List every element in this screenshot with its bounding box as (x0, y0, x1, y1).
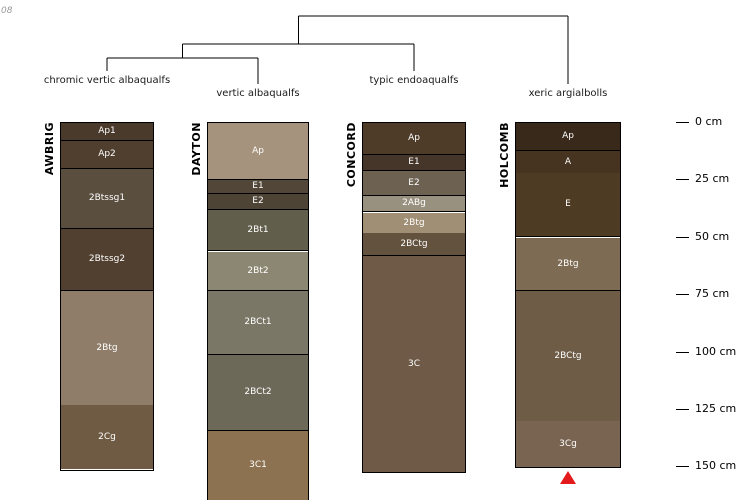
horizon-label: Ap (408, 133, 420, 143)
horizon: E (516, 173, 620, 237)
soil-column-holcomb: Ap A E 2Btg 2BCtg 3Cg (515, 122, 621, 468)
horizon-label: 2Cg (98, 431, 116, 442)
taxonomy-label-dayton: vertic albaqualfs (216, 88, 300, 99)
depth-tick (676, 237, 689, 238)
taxonomy-label-awbrig: chromic vertic albaqualfs (43, 75, 171, 86)
horizon-label: E (565, 199, 571, 209)
horizon-label: 2BCt1 (244, 317, 272, 327)
horizon: 2Btg (61, 291, 153, 406)
corner-timestamp-fragment: 08 (1, 6, 13, 16)
horizon-label: 2Btg (557, 258, 579, 269)
depth-tick (676, 466, 689, 467)
horizon-label: 3Cg (559, 438, 577, 449)
depth-tick (676, 294, 689, 295)
horizon: 2Bt1 (208, 210, 308, 251)
depth-tick-label: 50 cm (695, 230, 730, 243)
depth-tick (676, 179, 689, 180)
depth-tick (676, 352, 689, 353)
horizon-label: 2Btssg2 (88, 254, 126, 264)
horizon-label: 2Bt2 (247, 265, 269, 276)
horizon-label: Ap (252, 145, 264, 156)
depth-tick-label: 125 cm (695, 402, 737, 415)
horizon-label: Ap2 (98, 149, 116, 159)
horizon-label: 2Bt1 (247, 224, 269, 235)
horizon: E2 (208, 194, 308, 210)
depth-tick-label: 150 cm (695, 459, 737, 472)
horizon-label: 2Btg (403, 217, 425, 228)
profile-marker-triangle (560, 471, 576, 484)
horizon: Ap1 (61, 123, 153, 141)
horizon: 2BCt2 (208, 355, 308, 431)
soil-column-concord: Ap E1 E2 2ABg 2Btg 2BCtg 3C (362, 122, 466, 473)
horizon: 2Btg (516, 238, 620, 291)
horizon: 2Cg (61, 405, 153, 469)
horizon-label: Ap (562, 131, 574, 141)
depth-tick-label: 75 cm (695, 287, 730, 300)
horizon-label: 2Btssg1 (88, 193, 126, 203)
horizon-label: 2BCt2 (244, 387, 272, 397)
horizon: Ap (363, 123, 465, 155)
horizon: E1 (363, 155, 465, 171)
taxonomy-label-holcomb: xeric argialbolls (528, 88, 608, 99)
soil-column-dayton: Ap E1 E2 2Bt1 2Bt2 2BCt1 2BCt2 3C1 (207, 122, 309, 500)
horizon: A (516, 151, 620, 174)
horizon-label: E1 (252, 181, 264, 191)
horizon-label: 2Btg (96, 342, 118, 353)
taxonomy-label-concord: typic endoaqualfs (369, 75, 459, 86)
horizon-label: A (564, 156, 572, 167)
horizon: 2Btssg1 (61, 169, 153, 229)
profile-name-dayton: DAYTON (190, 122, 203, 176)
horizon-label: 3C (407, 358, 420, 369)
horizon-label: 2BCtg (554, 350, 582, 361)
horizon-label: E2 (252, 196, 264, 206)
horizon: 2BCtg (363, 233, 465, 256)
horizon-label: E2 (408, 177, 420, 188)
profile-name-holcomb: HOLCOMB (498, 122, 511, 188)
depth-tick (676, 122, 689, 123)
horizon-label: 2BCtg (400, 238, 428, 249)
depth-tick-label: 100 cm (695, 345, 737, 358)
horizon: 2Bt2 (208, 252, 308, 291)
horizon: 2Btg (363, 213, 465, 234)
horizon-label: Ap1 (98, 126, 116, 136)
horizon-label: E1 (408, 157, 420, 167)
horizon: 2BCt1 (208, 291, 308, 355)
horizon-label: 3C1 (249, 460, 267, 470)
horizon: Ap (516, 123, 620, 151)
depth-tick-label: 25 cm (695, 172, 730, 185)
horizon: 2Btssg2 (61, 229, 153, 291)
horizon-label: 2ABg (402, 198, 426, 208)
horizon: 2ABg (363, 196, 465, 212)
horizon: E2 (363, 171, 465, 196)
depth-tick-label: 0 cm (695, 115, 723, 128)
horizon: 2BCtg (516, 291, 620, 422)
horizon: Ap2 (61, 141, 153, 169)
soil-column-awbrig: Ap1 Ap2 2Btssg1 2Btssg2 2Btg 2Cg (60, 122, 154, 471)
profile-name-awbrig: AWBRIG (43, 122, 56, 176)
horizon: 3C1 (208, 431, 308, 500)
profile-name-concord: CONCORD (345, 122, 358, 188)
horizon: E1 (208, 180, 308, 194)
horizon: 3Cg (516, 421, 620, 467)
horizon: Ap (208, 123, 308, 180)
depth-tick (676, 409, 689, 410)
horizon: 3C (363, 256, 465, 472)
